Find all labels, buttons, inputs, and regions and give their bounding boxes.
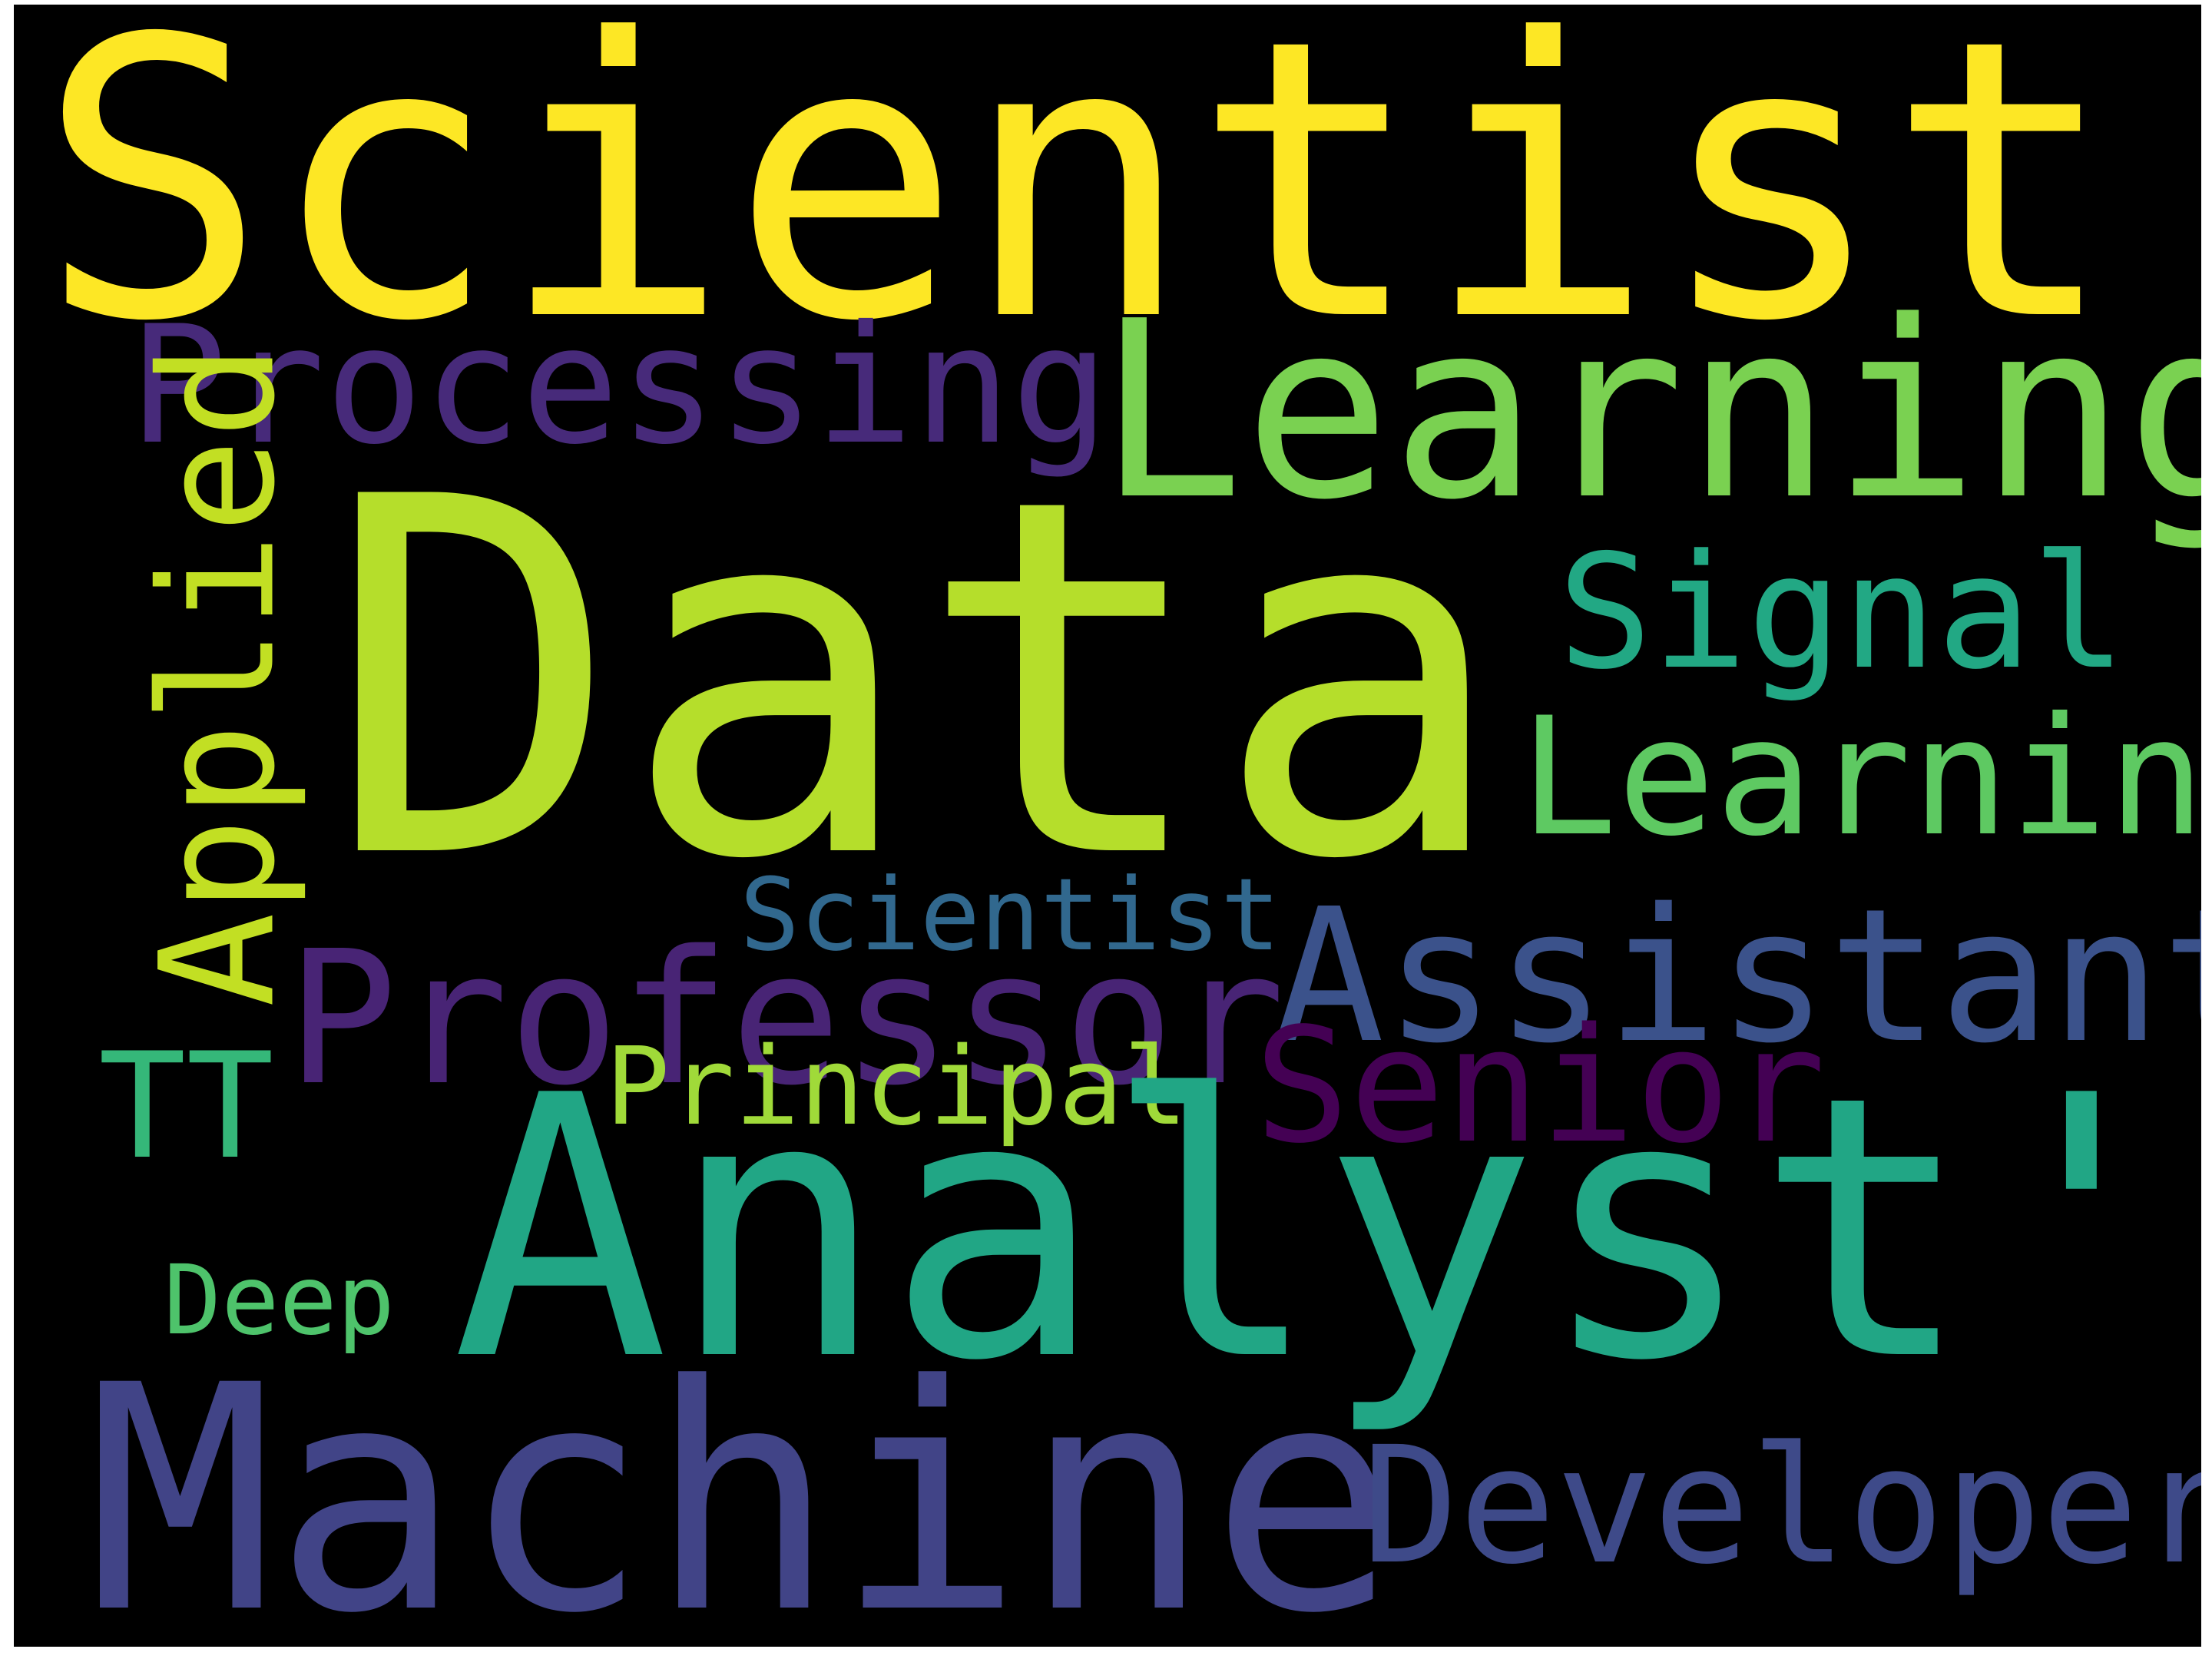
word-deep: Deep [164, 1245, 396, 1356]
word-data: Data [325, 394, 1509, 966]
word-scientist: Scientist [740, 856, 1281, 973]
word-developer: Developer [1362, 1412, 2201, 1600]
word-scientist-quote: Scientist' [37, 5, 2201, 405]
word-professor: Professor [286, 911, 1286, 1126]
word-applied: Applied [127, 343, 310, 1008]
word-machine: Machine [87, 1319, 1398, 1647]
word-analyst-quote: Analyst' [452, 1019, 2190, 1439]
word-learning-quote: Learning' [1097, 269, 2201, 553]
word-senior: Senior [1254, 994, 1826, 1178]
word-tt: TT [98, 1022, 274, 1191]
word-processing: Processing [129, 290, 1110, 480]
word-learning: Learning [1519, 682, 2201, 872]
word-principal: Principal [605, 1025, 1188, 1150]
word-signal: Signal [1558, 522, 2127, 704]
word-assistant: Assistant [1273, 869, 2201, 1084]
word-cloud: Scientist' Processing Learning' Data Sig… [14, 5, 2201, 1647]
